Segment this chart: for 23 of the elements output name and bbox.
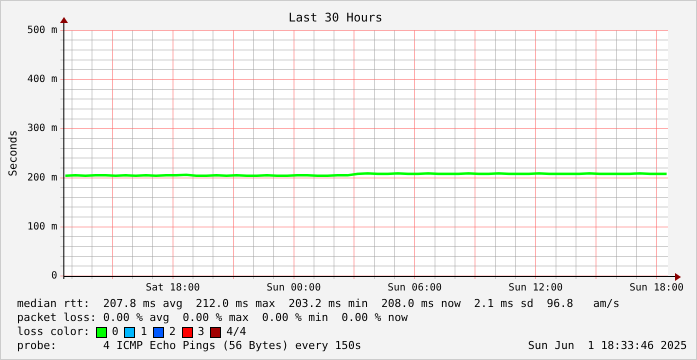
- y-axis-title: Seconds: [6, 130, 20, 176]
- y-tick-label: 500 m: [27, 24, 58, 36]
- legend-label: 2: [169, 325, 176, 339]
- x-tick-label: Sat 18:00: [146, 282, 200, 294]
- y-tick-label: 200 m: [27, 172, 58, 184]
- text: Sun Jun 1 18:33:46 2025: [528, 339, 687, 353]
- y-tick-label: 0: [51, 270, 58, 282]
- x-tick-label: Sun 18:00: [629, 282, 684, 294]
- legend-label: 0: [112, 325, 118, 339]
- text: probe: 4 ICMP Echo Pings (56 Bytes) every 150s: [17, 339, 362, 353]
- text: median rtt: 207.8 ms avg 212.0 ms max 203.2 ms min 208.0 ms now 2.1 ms sd 96.8 am/s: [17, 297, 621, 311]
- y-tick-label: 400 m: [27, 74, 58, 86]
- legend-label: 1: [140, 325, 148, 339]
- legend-title: loss color:: [17, 325, 90, 339]
- y-tick-label: 100 m: [27, 221, 58, 232]
- x-tick-label: Sun 12:00: [508, 282, 563, 294]
- text: packet loss: 0.00 % avg 0.00 % max 0.00 % min 0.00 % now: [17, 311, 409, 325]
- x-tick-label: Sun 00:00: [266, 282, 321, 294]
- x-tick-label: Sun 06:00: [388, 282, 442, 294]
- chart-title: Last 30 Hours: [288, 10, 382, 24]
- y-tick-label: 300 m: [27, 123, 58, 134]
- legend-label: 3: [198, 325, 204, 339]
- legend-label: 4/4: [226, 325, 246, 339]
